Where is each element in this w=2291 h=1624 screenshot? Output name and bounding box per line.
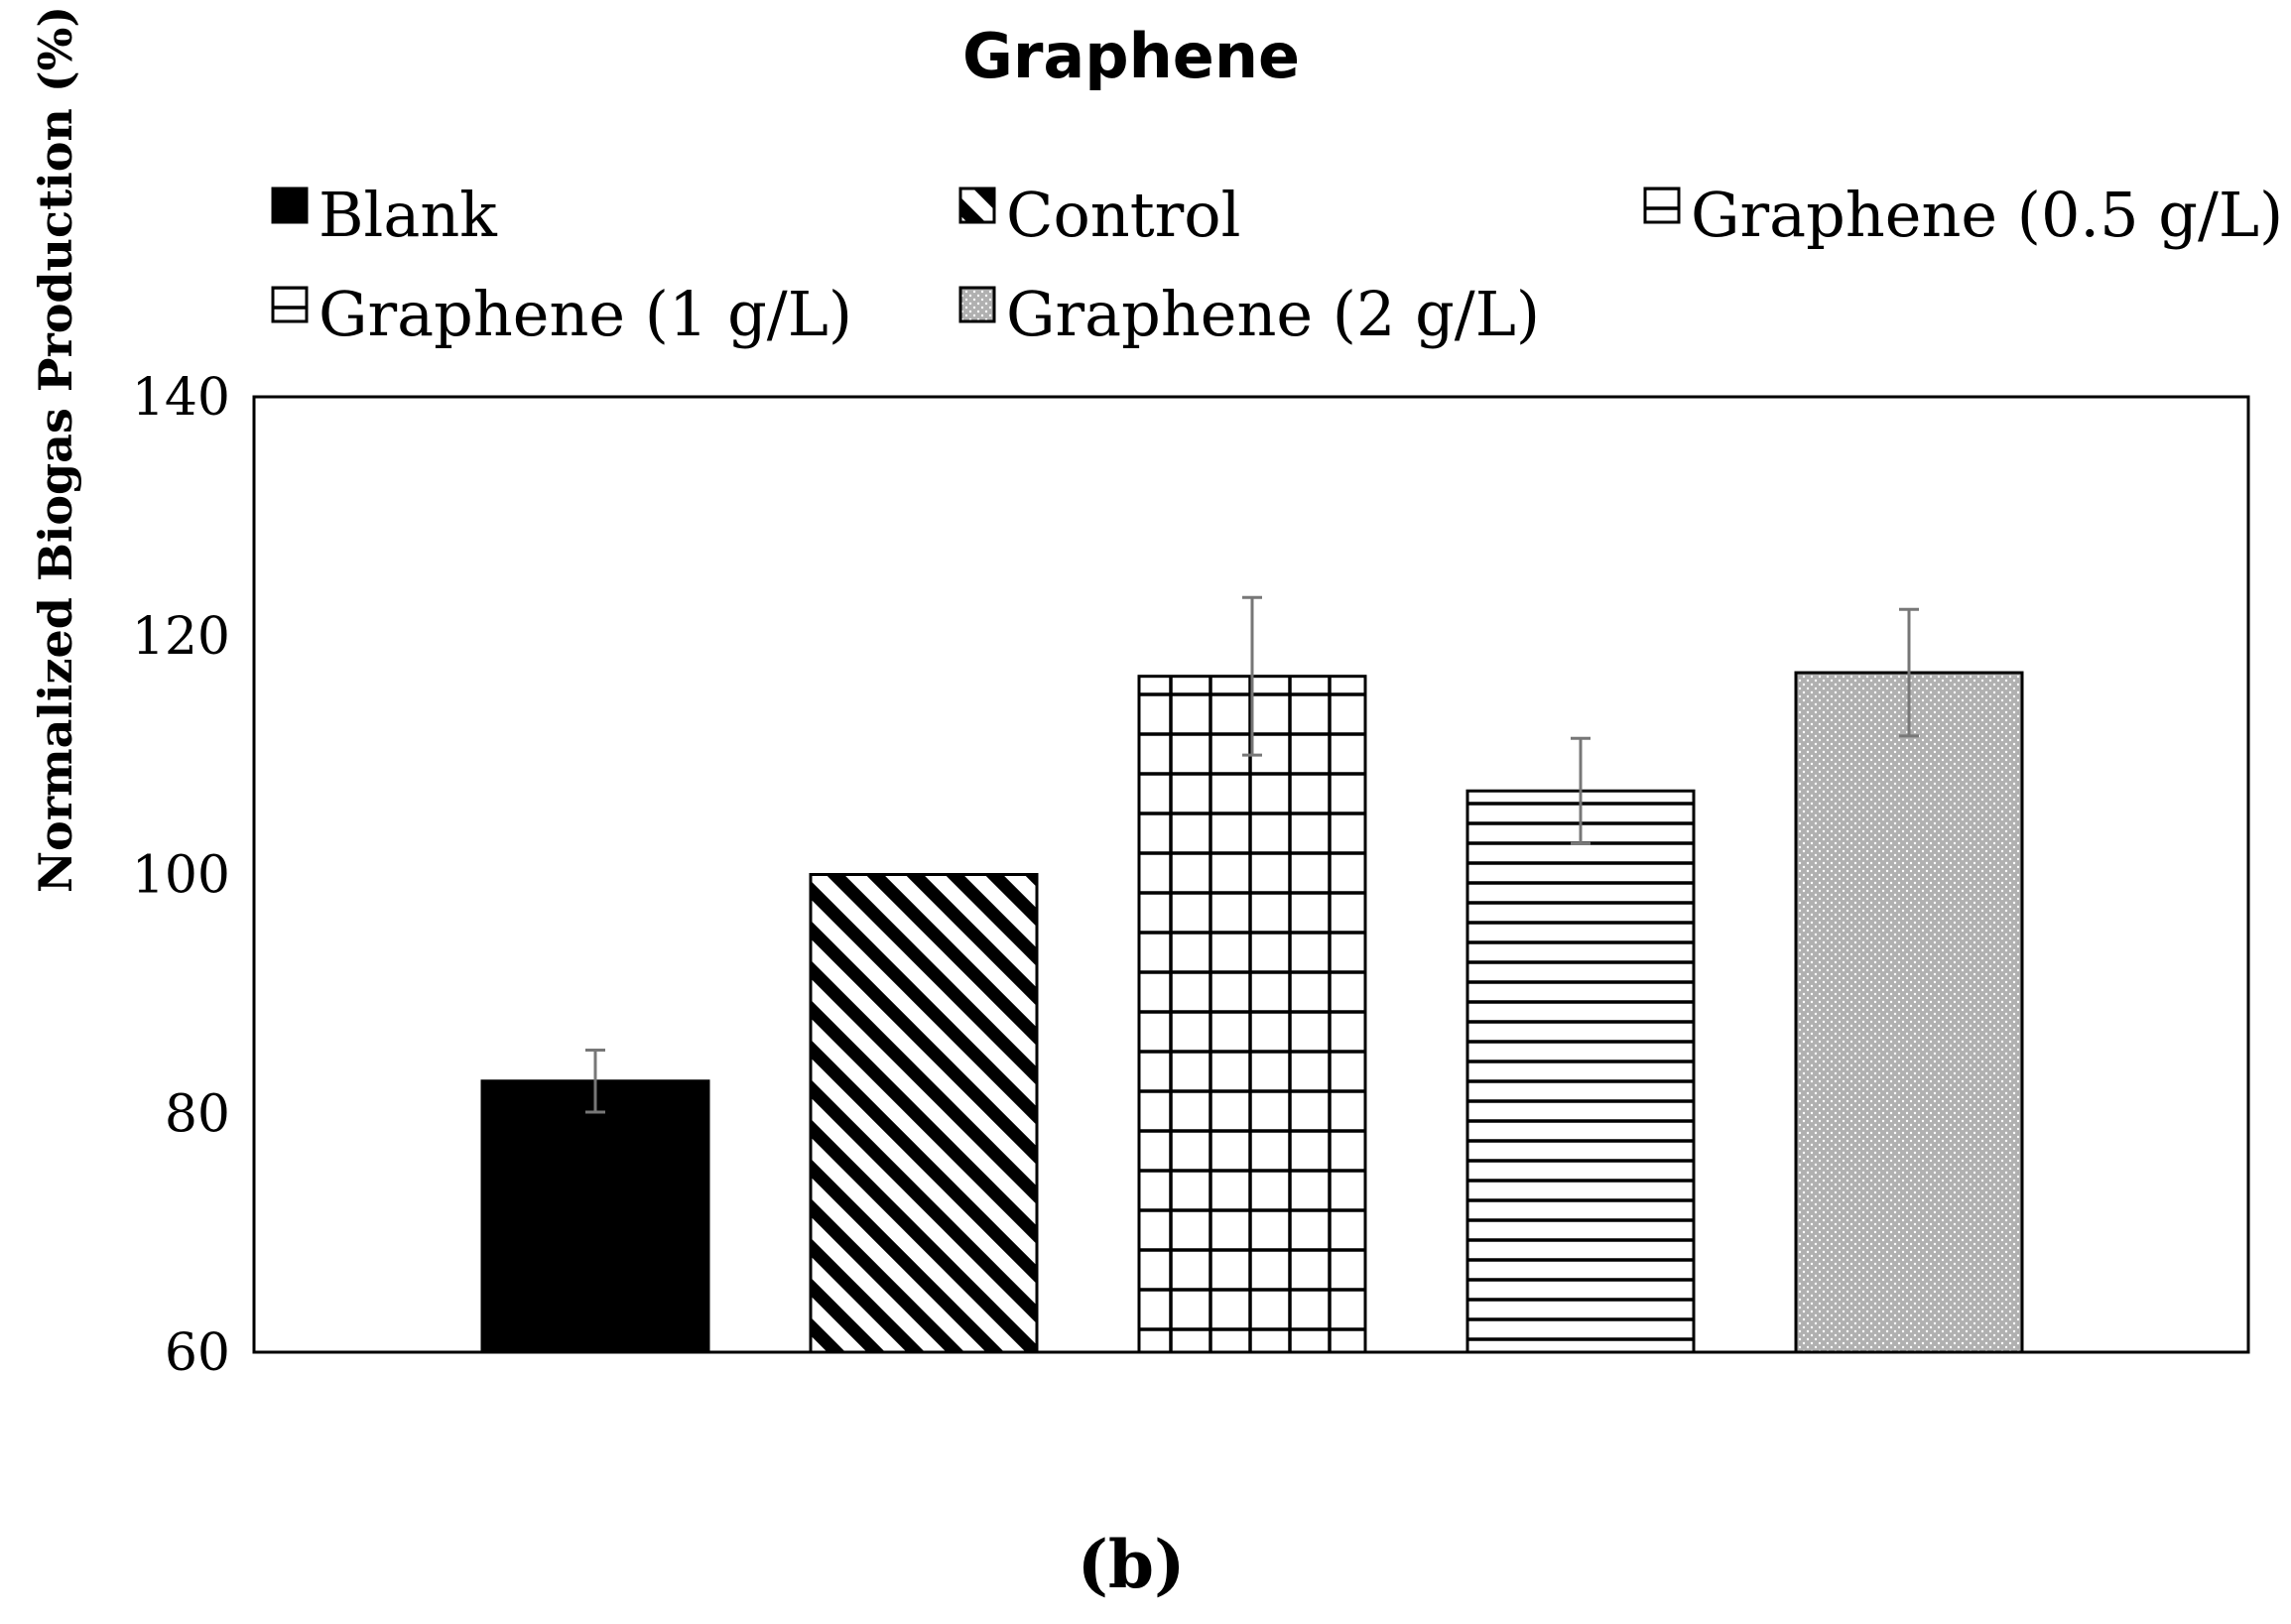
legend-swatch-0 (271, 187, 309, 224)
legend-label-4: Graphene (2 g/L) (1006, 278, 1540, 350)
bars (480, 595, 2024, 1354)
legend-label-0: Blank (318, 179, 497, 251)
bar-2 (1137, 675, 1367, 1354)
y-axis-label: Normalized Biogas Production (%) (29, 6, 82, 893)
legend: Blank Control Graphene (0.5 g/L) Graphene (… (271, 179, 2283, 350)
legend-label-3: Graphene (1 g/L) (318, 278, 852, 350)
bar-0 (480, 1079, 710, 1354)
plot-frame (252, 395, 2250, 1354)
y-tick-label: 100 (132, 846, 230, 906)
legend-label-1: Control (1006, 179, 1240, 251)
y-tick-label: 60 (165, 1323, 230, 1383)
legend-swatch-1 (958, 187, 996, 224)
y-tick-label: 140 (132, 368, 230, 428)
legend-swatch-3 (271, 286, 309, 323)
y-tick-label: 80 (165, 1084, 230, 1144)
bar-3 (1465, 789, 1696, 1354)
panel-label: (b) (1078, 1526, 1186, 1603)
legend-label-2: Graphene (0.5 g/L) (1691, 179, 2283, 251)
bar-4 (1794, 671, 2024, 1354)
legend-swatch-4 (958, 286, 996, 323)
y-axis-ticks: 60 80 100 120 140 (132, 368, 230, 1383)
bar-1 (809, 873, 1039, 1354)
y-tick-label: 120 (132, 607, 230, 667)
chart-title: Graphene (962, 20, 1300, 92)
legend-swatch-2 (1643, 187, 1681, 224)
